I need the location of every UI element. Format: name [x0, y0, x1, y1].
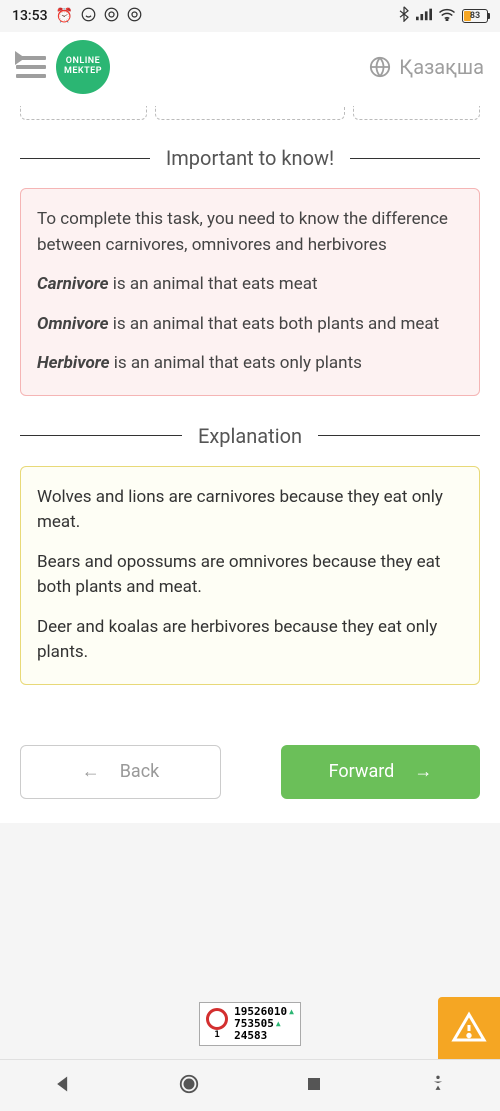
wifi-icon — [438, 7, 456, 25]
app-header: ONLINE MEKTEP Қазақша — [0, 32, 500, 102]
forward-button[interactable]: Forward → — [281, 745, 480, 799]
whatsapp-icon — [81, 7, 96, 26]
chrome-icon — [104, 7, 119, 26]
important-divider: Important to know! — [20, 146, 480, 170]
nav-accessibility-icon[interactable] — [428, 1074, 448, 1098]
important-box: To complete this task, you need to know … — [20, 188, 480, 396]
important-title: Important to know! — [166, 146, 334, 170]
language-selector[interactable]: Қазақша — [369, 55, 484, 79]
logo[interactable]: ONLINE MEKTEP — [56, 40, 110, 94]
stats-circle-icon — [206, 1008, 228, 1030]
signal-icon — [416, 7, 432, 25]
important-intro: To complete this task, you need to know … — [37, 207, 463, 258]
nav-buttons: ← Back Forward → — [0, 705, 500, 823]
explanation-box: Wolves and lions are carnivores because … — [20, 466, 480, 685]
chrome-icon-2 — [127, 7, 142, 26]
def-herbivore: Herbivore is an animal that eats only pl… — [37, 351, 463, 377]
stats-widget[interactable]: 1 19526010▲ 753505▲ 24583 — [199, 1002, 301, 1046]
android-nav-bar — [0, 1059, 500, 1111]
explanation-title: Explanation — [198, 424, 302, 448]
status-bar: 13:53 ⏰ 83 — [0, 0, 500, 32]
content-area: Important to know! To complete this task… — [0, 102, 500, 705]
arrow-right-icon: → — [414, 761, 432, 782]
dashed-placeholders — [20, 102, 480, 136]
bluetooth-icon — [398, 6, 410, 26]
menu-button[interactable] — [16, 56, 46, 78]
explain-p2: Bears and opossums are omnivores because… — [37, 550, 463, 601]
def-carnivore: Carnivore is an animal that eats meat — [37, 272, 463, 298]
explain-p1: Wolves and lions are carnivores because … — [37, 485, 463, 536]
def-omnivore: Omnivore is an animal that eats both pla… — [37, 312, 463, 338]
battery-icon: 83 — [462, 9, 488, 23]
nav-back-icon[interactable] — [53, 1074, 73, 1098]
explain-p3: Deer and koalas are herbivores because t… — [37, 615, 463, 666]
stats-numbers: 19526010▲ 753505▲ 24583 — [234, 1006, 294, 1042]
nav-recent-icon[interactable] — [305, 1075, 323, 1097]
explanation-divider: Explanation — [20, 424, 480, 448]
globe-icon — [369, 56, 391, 78]
warning-badge[interactable] — [438, 997, 500, 1059]
back-button[interactable]: ← Back — [20, 745, 221, 799]
bottom-area: 1 19526010▲ 753505▲ 24583 — [0, 989, 500, 1059]
nav-home-icon[interactable] — [178, 1073, 200, 1099]
arrow-left-icon: ← — [82, 761, 100, 782]
alarm-icon: ⏰ — [56, 8, 73, 24]
status-time: 13:53 — [12, 8, 48, 24]
language-label: Қазақша — [399, 55, 484, 79]
warning-icon — [451, 1010, 487, 1046]
